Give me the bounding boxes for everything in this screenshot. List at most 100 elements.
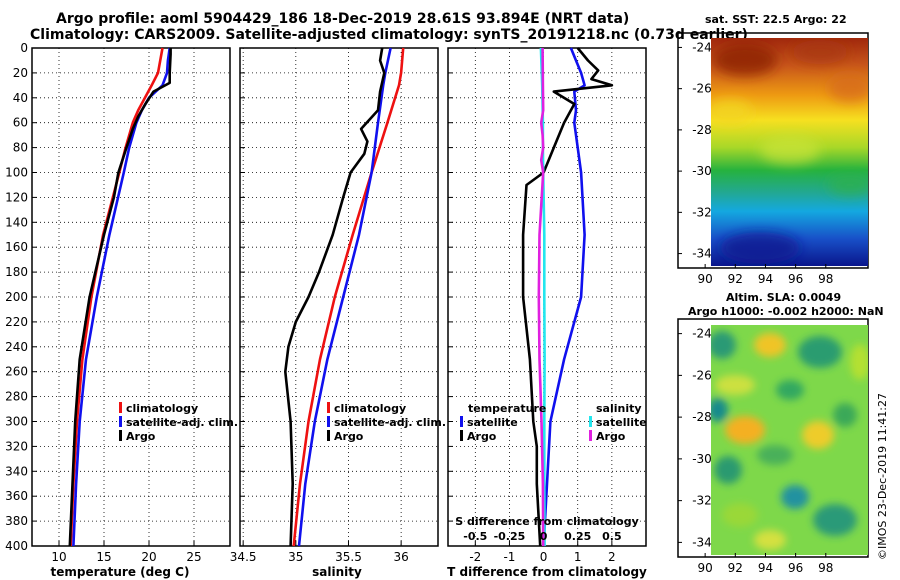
x-tick-label: 20 (141, 550, 156, 564)
map-x-tick-label: 92 (728, 272, 743, 286)
series-line-temperature-argo (521, 47, 614, 547)
legend-label-satellite: satellite-adj. clim. (334, 416, 446, 429)
difference-series (521, 47, 614, 547)
difference-legend: temperature satellite Argo salinity sate… (460, 402, 647, 443)
legend-swatch-sal-argo (589, 430, 592, 441)
chart-title-line2: Climatology: CARS2009. Satellite-adjuste… (30, 27, 748, 43)
temperature-panel: 0 20 40 60 80 100 120 140 160 180 200 220 240 260 280 3… (5, 41, 238, 579)
top-x-tick-label: -0.25 (494, 530, 526, 543)
legend-swatch-argo (119, 430, 122, 441)
map-x-tick-label: 96 (788, 272, 803, 286)
map-x-tick-label: 92 (728, 561, 743, 575)
series-line-salinity-argo (537, 47, 545, 547)
sla-panel-title-2: Argo h1000: -0.002 h2000: NaN (688, 305, 884, 318)
y-tick-label: 380 (5, 514, 28, 528)
y-tick-label: 260 (5, 365, 28, 379)
x-tick-label: 2 (608, 550, 616, 564)
map-y-tick-label: -28 (692, 123, 712, 137)
legend-swatch-satellite (327, 416, 330, 427)
x-tick-label: 0 (540, 550, 548, 564)
map-y-tick-label: -26 (692, 368, 712, 382)
top-x-tick-label: -0.5 (463, 530, 487, 543)
y-tick-label: 400 (5, 539, 28, 553)
x-tick-label: -1 (503, 550, 515, 564)
salinity-legend: climatology satellite-adj. clim. Argo (327, 402, 446, 443)
y-tick-label: 220 (5, 315, 28, 329)
map-x-tick-label: 98 (818, 272, 833, 286)
legend-label-satellite: satellite-adj. clim. (126, 416, 238, 429)
difference-panel: -2 -1 0 1 2 T difference from climatology S … (447, 47, 647, 579)
y-tick-label: 80 (13, 141, 28, 155)
y-tick-label: 300 (5, 415, 28, 429)
sla-heatmap (711, 325, 868, 555)
series-line-climatology (292, 47, 405, 547)
legend-title-temperature: temperature (468, 402, 546, 415)
legend-label-argo: Argo (126, 430, 156, 443)
y-tick-label: 200 (5, 290, 28, 304)
difference-grid (448, 47, 646, 547)
salinity-series (283, 47, 405, 547)
map-y-tick-label: -24 (692, 40, 712, 54)
map-x-tick-label: 98 (818, 561, 833, 575)
salinity-difference-axis: -0.5 -0.25 0 0.25 0.5 (463, 530, 621, 543)
x-tick-label: 36 (393, 550, 408, 564)
series-line-argo (283, 47, 386, 547)
legend-swatch-climatology (119, 402, 122, 413)
legend-label-temp-argo: Argo (467, 430, 497, 443)
salinity-xlabel: salinity (312, 565, 362, 579)
top-x-tick-label: 0 (540, 530, 548, 543)
legend-swatch-temp-argo (460, 430, 463, 441)
temperature-grid (32, 47, 230, 547)
map-x-tick-label: 94 (758, 272, 773, 286)
sla-map-axes: 90 92 94 96 98 -24 -26 -28 -30 -32 -34 (678, 327, 833, 575)
x-tick-label: 15 (96, 550, 111, 564)
temperature-xlabel: temperature (deg C) (51, 565, 190, 579)
legend-label-climatology: climatology (334, 402, 406, 415)
legend-swatch-temp-satellite (460, 416, 463, 427)
chart-title-line1: Argo profile: aoml 5904429_186 18-Dec-20… (56, 11, 630, 27)
salinity-grid (240, 47, 438, 547)
difference-top-xlabel: S difference from climatology (455, 515, 639, 528)
map-y-tick-label: -28 (692, 410, 712, 424)
map-x-tick-label: 90 (698, 272, 713, 286)
y-tick-label: 320 (5, 439, 28, 453)
map-x-tick-label: 90 (698, 561, 713, 575)
y-tick-label: 100 (5, 166, 28, 180)
temperature-legend: climatology satellite-adj. clim. Argo (119, 402, 238, 443)
series-line-argo (68, 48, 172, 547)
top-x-tick-label: 0.25 (564, 530, 591, 543)
y-tick-label: 340 (5, 464, 28, 478)
x-tick-label: 35.5 (335, 550, 362, 564)
series-line-satellite-adj-clim- (72, 47, 171, 547)
y-tick-label: 40 (13, 91, 28, 105)
salinity-x-axis: 34.5 35 35.5 36 (230, 541, 409, 564)
x-tick-label: 25 (186, 550, 201, 564)
sst-map-panel: 90 92 94 96 98 -24 -26 -28 -30 -32 -34 (677, 32, 869, 286)
y-tick-label: 360 (5, 489, 28, 503)
map-y-tick-label: -32 (692, 494, 712, 508)
map-y-tick-label: -30 (692, 452, 712, 466)
map-x-tick-label: 94 (758, 561, 773, 575)
x-tick-label: -2 (469, 550, 481, 564)
legend-label-argo: Argo (334, 430, 364, 443)
y-tick-label: 60 (13, 116, 28, 130)
map-y-tick-label: -34 (692, 247, 712, 261)
salinity-panel: 34.5 35 35.5 36 salinity climatology satell… (230, 47, 446, 579)
y-tick-label: 140 (5, 215, 28, 229)
map-y-tick-label: -34 (692, 535, 712, 549)
legend-swatch-argo (327, 430, 330, 441)
x-tick-label: 35 (288, 550, 303, 564)
y-tick-label: 180 (5, 265, 28, 279)
sla-map-panel: 90 92 94 96 98 -24 -26 -28 -30 -32 -34 (677, 318, 869, 575)
y-tick-label: 160 (5, 240, 28, 254)
series-line-satellite-adj-clim- (297, 47, 392, 547)
legend-swatch-climatology (327, 402, 330, 413)
legend-label-temp-satellite: satellite (467, 416, 518, 429)
y-tick-label: 0 (20, 41, 28, 55)
y-tick-label: 120 (5, 190, 28, 204)
series-line-temperature-satellite (542, 47, 586, 547)
y-tick-label: 20 (13, 66, 28, 80)
legend-title-salinity: salinity (596, 402, 642, 415)
x-tick-label: 10 (51, 550, 66, 564)
legend-label-sal-argo: Argo (596, 430, 626, 443)
